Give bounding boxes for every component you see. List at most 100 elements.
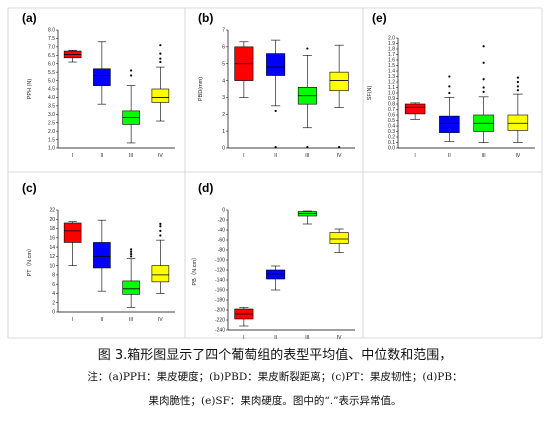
- y-tick-label: 7.5: [48, 36, 55, 42]
- y-axis-label: PT（N.cm）: [26, 246, 33, 277]
- y-tick-label: 2.0: [48, 129, 55, 135]
- outlier-point: [482, 78, 485, 81]
- outlier-point: [159, 229, 162, 232]
- box-III: [122, 280, 140, 295]
- y-tick-label: 4: [222, 78, 225, 84]
- outlier-point: [130, 248, 133, 251]
- y-axis-label: SF(N): [367, 86, 373, 101]
- y-tick-label: 0.5: [388, 118, 395, 124]
- outlier-point: [159, 234, 162, 237]
- panel-letter: (a): [22, 11, 37, 25]
- y-tick-label: 1.4: [388, 69, 395, 75]
- y-tick-label: 3.5: [48, 104, 55, 110]
- x-tick-label: IV: [516, 153, 521, 159]
- y-tick-label: 6: [52, 282, 55, 288]
- box-IV: [151, 88, 170, 103]
- y-tick-label: 20: [49, 217, 55, 223]
- y-tick-label: -180: [215, 298, 225, 304]
- panel-letter: (c): [22, 181, 37, 195]
- box-IV: [329, 71, 349, 91]
- y-tick-label: 2.0: [388, 36, 395, 42]
- y-tick-label: -100: [215, 258, 225, 264]
- outlier-point: [482, 45, 485, 48]
- y-tick-label: 0.2: [388, 135, 395, 141]
- y-tick-label: 4.5: [48, 87, 55, 93]
- y-tick-label: 7: [222, 28, 225, 34]
- y-tick-label: -200: [215, 308, 225, 314]
- outlier-point: [159, 52, 162, 55]
- x-tick-label: III: [305, 153, 309, 159]
- outlier-point: [159, 60, 162, 64]
- y-tick-label: 0: [222, 208, 225, 214]
- y-axis-label: PBD(mm): [198, 77, 204, 101]
- y-tick-label: 6.0: [48, 61, 55, 67]
- y-tick-label: 12: [49, 254, 55, 260]
- box-II: [439, 115, 460, 133]
- outlier-point: [448, 75, 451, 78]
- y-tick-label: 10: [49, 263, 55, 269]
- x-tick-label: I: [72, 317, 73, 323]
- x-tick-label: IV: [158, 317, 163, 323]
- x-tick-label: I: [243, 153, 244, 159]
- outlier-point: [482, 61, 485, 64]
- x-tick-label: II: [448, 153, 451, 159]
- x-tick-label: I: [72, 153, 73, 159]
- y-tick-label: -40: [218, 228, 225, 234]
- outlier-point: [159, 222, 162, 226]
- y-tick-label: 0.8: [388, 102, 395, 108]
- box-I: [404, 103, 426, 115]
- outlier-point: [159, 225, 162, 228]
- y-tick-label: 5: [222, 61, 225, 67]
- outlier-point: [338, 146, 341, 149]
- y-tick-label: 0.9: [388, 96, 395, 102]
- x-tick-label: III: [482, 153, 486, 159]
- y-tick-label: 22: [49, 208, 55, 214]
- y-tick-label: -220: [215, 318, 225, 324]
- box-IV: [151, 265, 170, 283]
- outlier-point: [159, 57, 162, 60]
- x-tick-label: III: [129, 153, 133, 159]
- y-tick-label: 0.6: [388, 113, 395, 119]
- panel-letter: (b): [198, 11, 213, 25]
- y-tick-label: 1: [222, 129, 225, 135]
- y-tick-label: 1.3: [388, 74, 395, 80]
- y-tick-label: 1.9: [388, 41, 395, 47]
- outlier-point: [516, 89, 519, 92]
- y-tick-label: 1.7: [388, 52, 395, 58]
- x-tick-label: IV: [158, 153, 163, 159]
- outlier-point: [306, 146, 309, 149]
- y-tick-label: 4: [52, 291, 55, 297]
- outlier-point: [130, 252, 133, 256]
- x-tick-label: IV: [337, 153, 342, 159]
- y-tick-label: 0.1: [388, 140, 395, 146]
- y-tick-label: 1.6: [388, 58, 395, 64]
- y-tick-label: 1.1: [388, 85, 395, 91]
- y-tick-label: 5.5: [48, 70, 55, 76]
- x-tick-label: I: [414, 153, 415, 159]
- y-tick-label: 5.0: [48, 78, 55, 84]
- y-tick-label: 0.7: [388, 107, 395, 113]
- x-tick-label: III: [129, 317, 133, 323]
- box-II: [93, 68, 111, 86]
- boxplot-figure: (a) 1.0 1.5 2.0 2.5 3.0 3.5 4.0 4.5 5.0 5.5 6.0 6.5 7…: [7, 7, 543, 340]
- x-tick-label: III: [305, 335, 309, 340]
- y-tick-label: 8: [52, 273, 55, 279]
- y-tick-label: 1.5: [388, 63, 395, 69]
- outlier-point: [130, 74, 133, 77]
- y-tick-label: 3.0: [48, 112, 55, 118]
- y-tick-label: -120: [215, 268, 225, 274]
- y-tick-label: 0.3: [388, 129, 395, 135]
- y-tick-label: 0: [222, 146, 225, 152]
- outlier-point: [516, 85, 519, 88]
- y-tick-label: 0: [52, 310, 55, 316]
- outlier-point: [448, 91, 451, 95]
- y-tick-label: 7.0: [48, 45, 55, 51]
- y-tick-label: 2: [222, 112, 225, 118]
- x-tick-label: II: [100, 153, 103, 159]
- y-tick-label: 0.0: [388, 146, 395, 152]
- y-tick-label: 16: [49, 236, 55, 242]
- y-tick-label: -20: [218, 218, 225, 224]
- y-tick-label: 2: [52, 300, 55, 306]
- y-tick-label: 4.0: [48, 95, 55, 101]
- y-tick-label: 1.2: [388, 80, 395, 86]
